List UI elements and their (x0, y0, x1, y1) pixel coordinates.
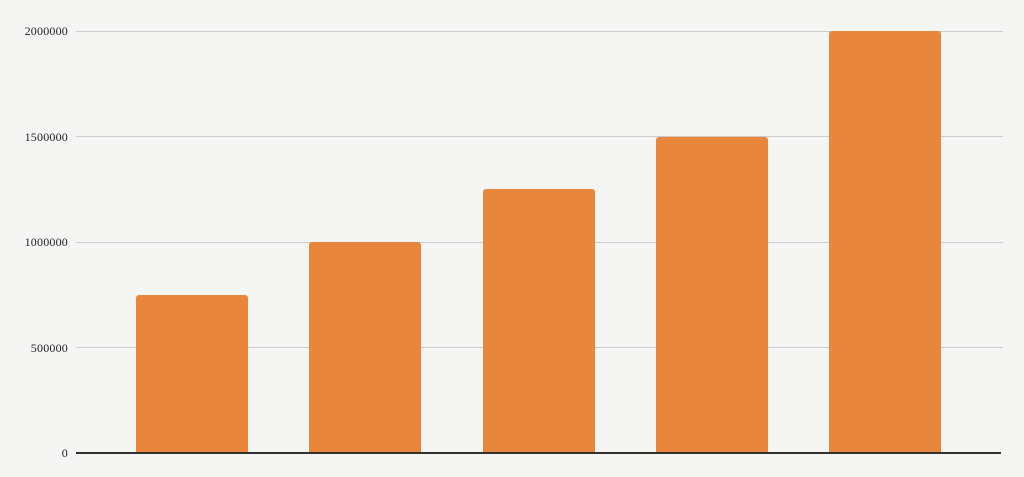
bar-series-0-item-0 (136, 294, 248, 453)
gridline (76, 30, 1003, 32)
y-tick-label: 500000 (30, 340, 68, 355)
gridline (76, 136, 1003, 137)
bar-series-0-item-3 (655, 136, 768, 453)
y-tick-label: 0 (61, 446, 68, 460)
bar-series-0-item-2 (482, 189, 595, 453)
x-axis-line (76, 452, 1001, 454)
bar-series-0-item-1 (309, 242, 422, 453)
bar-series-0-item-4 (829, 31, 941, 453)
y-tick-label: 2000000 (24, 24, 68, 38)
y-tick-label: 1000000 (24, 235, 68, 249)
y-tick-label: 1500000 (24, 129, 68, 144)
